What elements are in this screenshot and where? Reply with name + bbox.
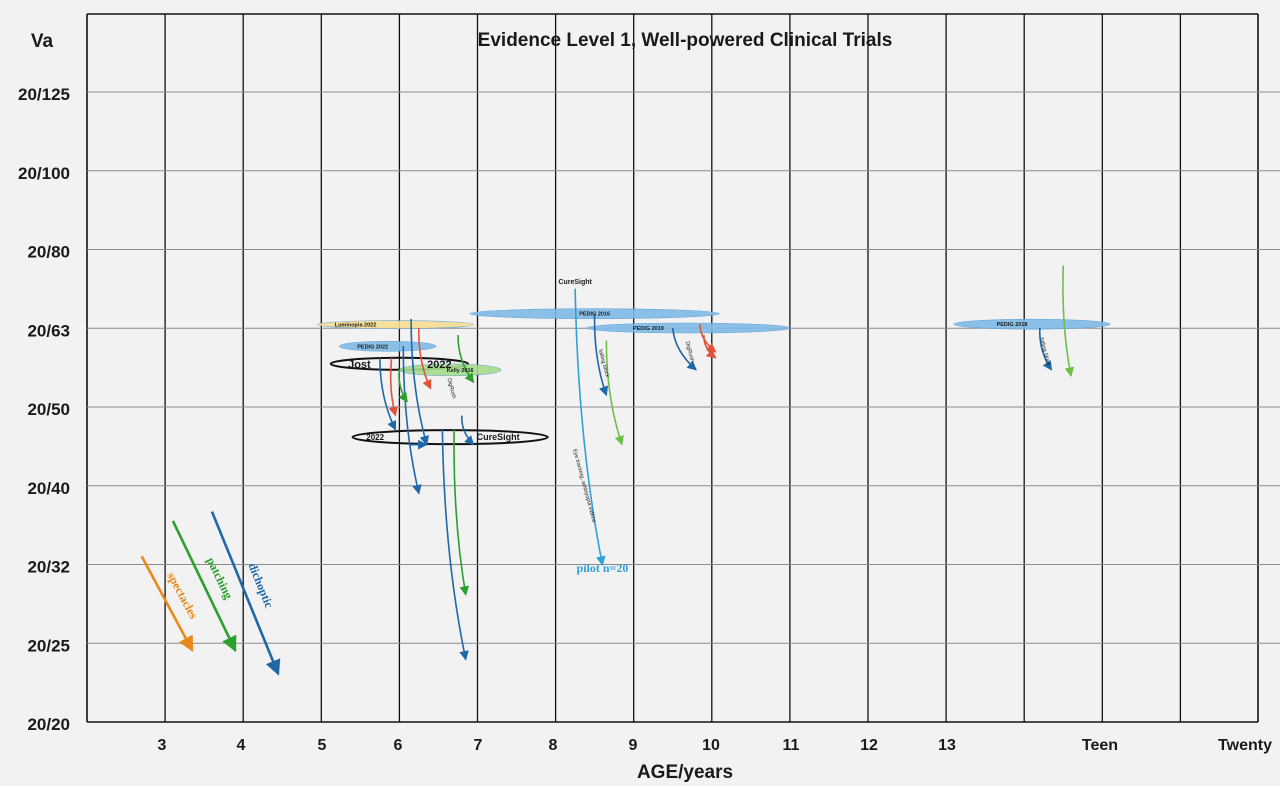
x-tick-label: 11 (783, 737, 800, 754)
plot-marks (140, 265, 1111, 676)
y-tick-label: 20/32 (27, 558, 70, 577)
trial-arrow (457, 335, 475, 384)
annotation: CureSight (558, 279, 592, 286)
legend-arrow (140, 555, 194, 653)
trial-arrow (605, 340, 624, 446)
study-ellipse (953, 318, 1111, 330)
trial-arrow (398, 369, 408, 403)
y-tick-label: 20/25 (27, 636, 70, 655)
y-tick-label: 20/63 (27, 321, 70, 340)
legend-arrow (171, 520, 237, 653)
trial-arrow (593, 313, 609, 397)
x-tick-label: Teen (1082, 737, 1118, 754)
x-tick-label: 10 (702, 737, 720, 754)
y-tick-label: 20/20 (27, 715, 70, 734)
trial-arrow (410, 318, 430, 446)
trial-arrow (703, 334, 717, 359)
x-tick-label: Twenty (1218, 737, 1272, 754)
y-tick-label: 20/100 (18, 164, 70, 183)
study-label: 2022 (427, 359, 451, 371)
x-tick-label: 8 (549, 737, 558, 754)
study-label: Luminopia 2022 (335, 323, 377, 329)
study-label: PEDIG 2022 (357, 344, 388, 350)
study-ellipse-outline (351, 429, 549, 446)
y-tick-label: 20/50 (27, 400, 70, 419)
x-axis-label: AGE/years (637, 762, 733, 783)
x-tick-label: 4 (237, 737, 246, 754)
trial-arrow (1038, 327, 1053, 371)
annotation-rotated: DigRush (446, 377, 457, 399)
study-label: Kelly 2016 (447, 368, 474, 374)
legend-arrow (210, 511, 281, 676)
study-label: PEDIG 2018 (997, 322, 1028, 328)
study-ellipse (317, 320, 474, 329)
y-axis-label: Va (31, 31, 54, 52)
trial-arrow (402, 346, 422, 495)
study-label: PEDIG 2016 (579, 312, 610, 318)
study-ellipse (586, 322, 791, 334)
y-tick-label: 20/125 (18, 85, 70, 104)
y-tick-label: 20/40 (27, 479, 70, 498)
study-label: Jost (348, 359, 371, 371)
study-label: 2022 (366, 433, 384, 442)
chart-title: Evidence Level 1, Well-powered Clinical … (478, 30, 893, 51)
annotation-rotated: DigRush (684, 341, 695, 363)
x-tick-label: 3 (158, 737, 167, 754)
x-tick-label: 13 (938, 737, 956, 754)
trial-arrow (388, 357, 398, 417)
study-label: PEDIG 2019 (633, 326, 664, 332)
study-label: CureSight (477, 432, 520, 442)
x-tick-label: 7 (474, 737, 483, 754)
trial-arrow (453, 429, 470, 596)
trial-arrow (461, 415, 475, 446)
y-tick-label: 20/80 (27, 243, 70, 262)
trial-arrow (379, 357, 397, 431)
x-tick-label: 9 (629, 737, 638, 754)
x-tick-label: 5 (318, 737, 327, 754)
x-tick-label: 6 (394, 737, 403, 754)
trial-arrow (441, 429, 469, 661)
annotation-pilot: pilot n=20 (577, 561, 629, 575)
trial-arrow (418, 327, 432, 390)
x-tick-label: 12 (860, 737, 878, 754)
trial-arrow (1062, 265, 1075, 377)
trial-arrow (671, 327, 697, 371)
trial-arrow (574, 288, 606, 566)
